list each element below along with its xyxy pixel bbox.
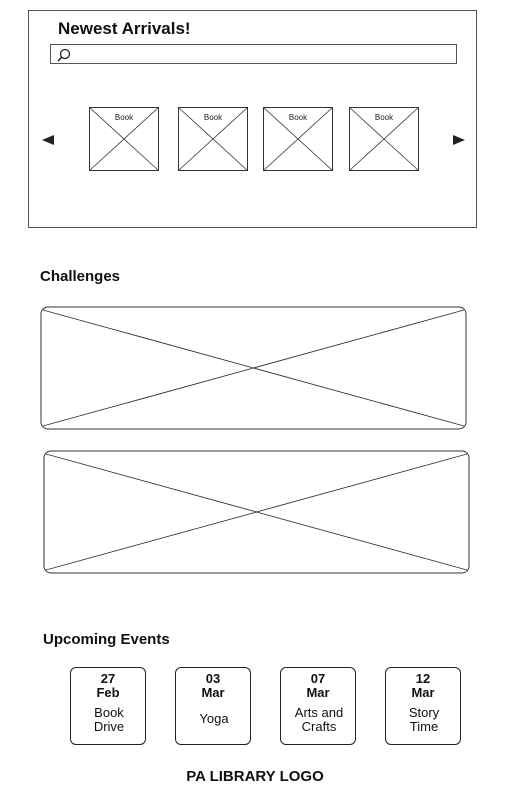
- book-label: Book: [288, 113, 308, 122]
- search-input[interactable]: [77, 46, 447, 62]
- newest-arrivals-title: Newest Arrivals!: [58, 19, 191, 38]
- book-label: Book: [374, 113, 394, 122]
- event-month: Mar: [201, 685, 225, 700]
- carousel-prev-arrow-icon[interactable]: [41, 129, 55, 151]
- event-month: Feb: [96, 685, 120, 700]
- carousel-next-arrow-icon[interactable]: [452, 129, 466, 151]
- book-label: Book: [114, 113, 134, 122]
- event-day: 27: [100, 671, 116, 686]
- book-thumbnail[interactable]: Book: [89, 107, 159, 171]
- search-bar[interactable]: [50, 44, 457, 64]
- event-day: 07: [310, 671, 326, 686]
- event-card[interactable]: 03 Mar Yoga: [175, 667, 251, 745]
- event-month: Mar: [306, 685, 330, 700]
- event-name: Book Drive: [93, 705, 125, 734]
- event-month: Mar: [411, 685, 435, 700]
- book-label: Book: [203, 113, 223, 122]
- book-thumbnail[interactable]: Book: [263, 107, 333, 171]
- event-name: Story Time: [408, 705, 440, 734]
- newest-arrivals-panel: Newest Arrivals! Book Book Bo: [28, 10, 477, 228]
- event-name: Yoga: [199, 711, 229, 726]
- book-thumbnail[interactable]: Book: [349, 107, 419, 171]
- challenge-card[interactable]: [43, 450, 470, 574]
- event-day: 03: [205, 671, 221, 686]
- challenges-title: Challenges: [40, 268, 121, 285]
- book-thumbnail[interactable]: Book: [178, 107, 248, 171]
- event-card[interactable]: 27 Feb Book Drive: [70, 667, 146, 745]
- event-card[interactable]: 07 Mar Arts and Crafts: [280, 667, 356, 745]
- event-card[interactable]: 12 Mar Story Time: [385, 667, 461, 745]
- event-day: 12: [415, 671, 431, 686]
- event-name: Arts and Crafts: [294, 705, 344, 734]
- upcoming-events-title: Upcoming Events: [43, 631, 170, 648]
- library-logo[interactable]: PA LIBRARY LOGO: [186, 768, 324, 785]
- challenge-card[interactable]: [40, 306, 467, 430]
- search-icon[interactable]: [56, 47, 72, 63]
